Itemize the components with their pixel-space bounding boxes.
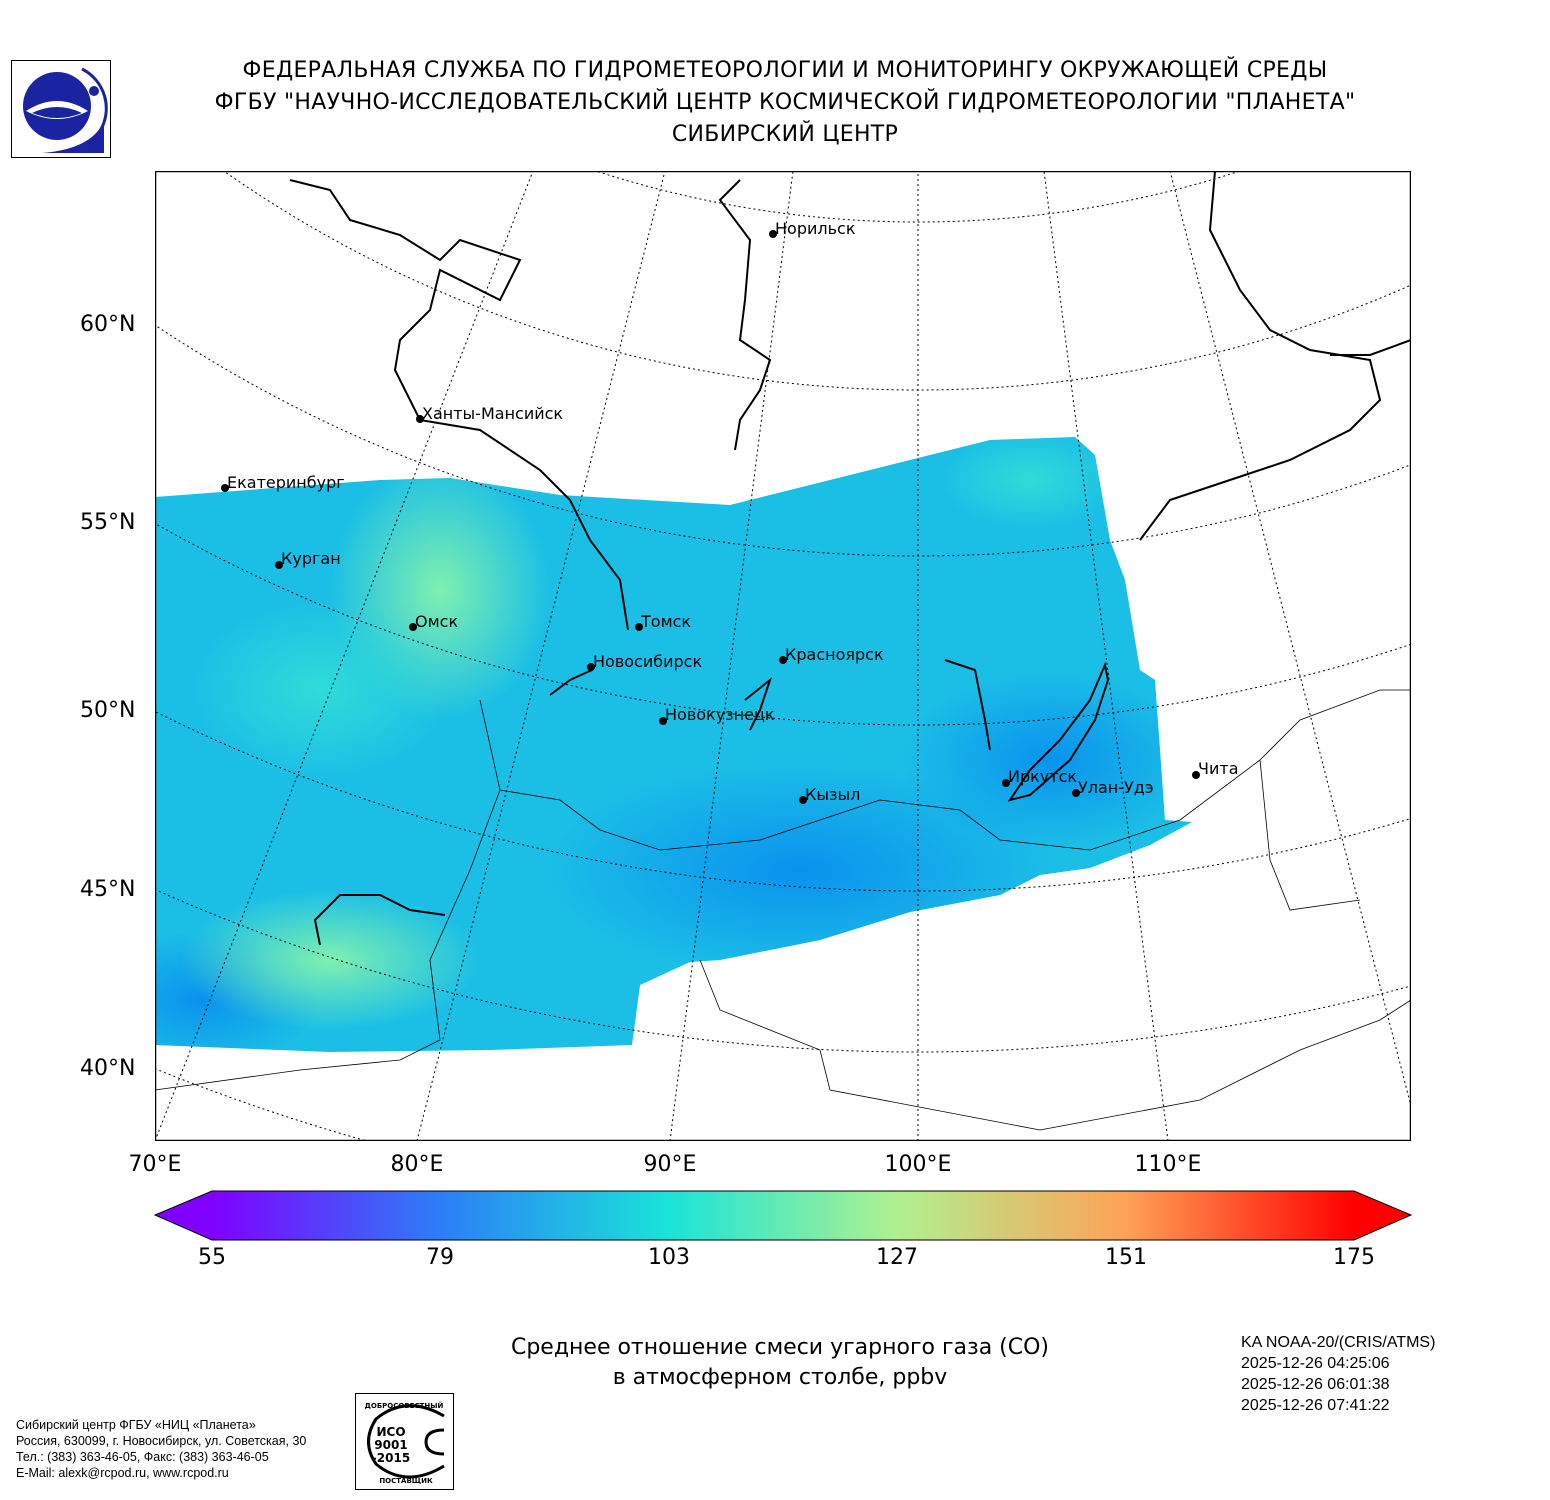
pass-time: 2025-12-26 04:25:06 [1241, 1355, 1390, 1372]
lon-label: 100°E [884, 1152, 952, 1177]
city-label: Чита [1198, 759, 1239, 778]
city-label: Томск [641, 612, 692, 631]
city-label: Красноярск [785, 645, 884, 664]
lon-label: 90°E [643, 1152, 697, 1177]
rivers [289, 171, 1411, 946]
city-label: Омск [415, 612, 459, 631]
lon-label: 80°E [390, 1152, 444, 1177]
colorbar-tick: 55 [198, 1245, 226, 1270]
iso-badge-top: ДОБРОСОВЕСТНЫЙ [365, 1401, 444, 1410]
contact-line: Тел.: (383) 363-46-05, Факс: (383) 363-4… [16, 1450, 269, 1464]
contact-line: Россия, 630099, г. Новосибирск, ул. Сове… [16, 1434, 307, 1448]
colorbar [153, 1190, 1413, 1241]
header-line-2: ФГБУ "НАУЧНО-ИССЛЕДОВАТЕЛЬСКИЙ ЦЕНТР КОС… [214, 90, 1356, 115]
lat-label: 50°N [80, 698, 136, 723]
planeta-logo [11, 60, 111, 158]
satellite-name: KA NOAA-20/(CRIS/ATMS) [1241, 1334, 1436, 1351]
city-label: Новокузнецк [665, 705, 775, 724]
map-frame [155, 171, 1411, 1141]
svg-text:9001: 9001 [374, 1438, 407, 1452]
city-label: Норильск [775, 219, 856, 238]
pass-time: 2025-12-26 06:01:38 [1241, 1376, 1390, 1393]
svg-text:ПОСТАВЩИК: ПОСТАВЩИК [379, 1477, 433, 1485]
map-title-line-2: в атмосферном столбе, ppbv [612, 1365, 948, 1390]
borders [155, 689, 1411, 1131]
lat-label: 40°N [80, 1056, 136, 1081]
city-label: Кызыл [805, 785, 861, 804]
map-panel [155, 171, 1411, 1141]
header-line-3: СИБИРСКИЙ ЦЕНТР [671, 122, 899, 147]
co-swath [155, 437, 1192, 1052]
svg-text:-2015: -2015 [372, 1451, 410, 1465]
contact-info: Сибирский центр ФГБУ «НИЦ «Планета» Росс… [16, 1417, 306, 1481]
colorbar-tick: 151 [1105, 1245, 1147, 1270]
lon-label: 70°E [128, 1152, 182, 1177]
header-line-1: ФЕДЕРАЛЬНАЯ СЛУЖБА ПО ГИДРОМЕТЕОРОЛОГИИ … [242, 58, 1328, 83]
satellite-info: KA NOAA-20/(CRIS/ATMS) 2025-12-26 04:25:… [1241, 1332, 1435, 1416]
pass-time: 2025-12-26 07:41:22 [1241, 1397, 1390, 1414]
city-label: Новосибирск [593, 652, 703, 671]
city-label: Иркутск [1008, 767, 1078, 786]
map-svg [155, 171, 1411, 1141]
lat-label: 55°N [80, 510, 136, 535]
contact-line: Сибирский центр ФГБУ «НИЦ «Планета» [16, 1418, 256, 1432]
lat-label: 45°N [80, 877, 136, 902]
colorbar-tick: 103 [648, 1245, 690, 1270]
iso-badge: ДОБРОСОВЕСТНЫЙ ИСО 9001 -2015 ПОСТАВЩИК [355, 1393, 454, 1490]
colorbar-tick: 127 [876, 1245, 918, 1270]
graticule [155, 171, 1411, 1141]
colorbar-tick: 175 [1333, 1245, 1375, 1270]
colorbar-tick: 79 [426, 1245, 454, 1270]
lon-label: 110°E [1134, 1152, 1202, 1177]
map-title-line-1: Среднее отношение смеси угарного газа (C… [510, 1335, 1050, 1360]
city-label: Курган [281, 549, 341, 568]
city-markers [221, 230, 1200, 804]
city-label: Ханты-Мансийск [422, 404, 564, 423]
contact-line: E-Mail: alexk@rcpod.ru, www.rcpod.ru [16, 1466, 229, 1480]
city-label: Улан-Удэ [1078, 778, 1154, 797]
svg-text:ИСО: ИСО [376, 1425, 405, 1439]
city-label: Екатеринбург [227, 473, 345, 492]
lat-label: 60°N [80, 312, 136, 337]
colorbar-bar [153, 1190, 1413, 1241]
